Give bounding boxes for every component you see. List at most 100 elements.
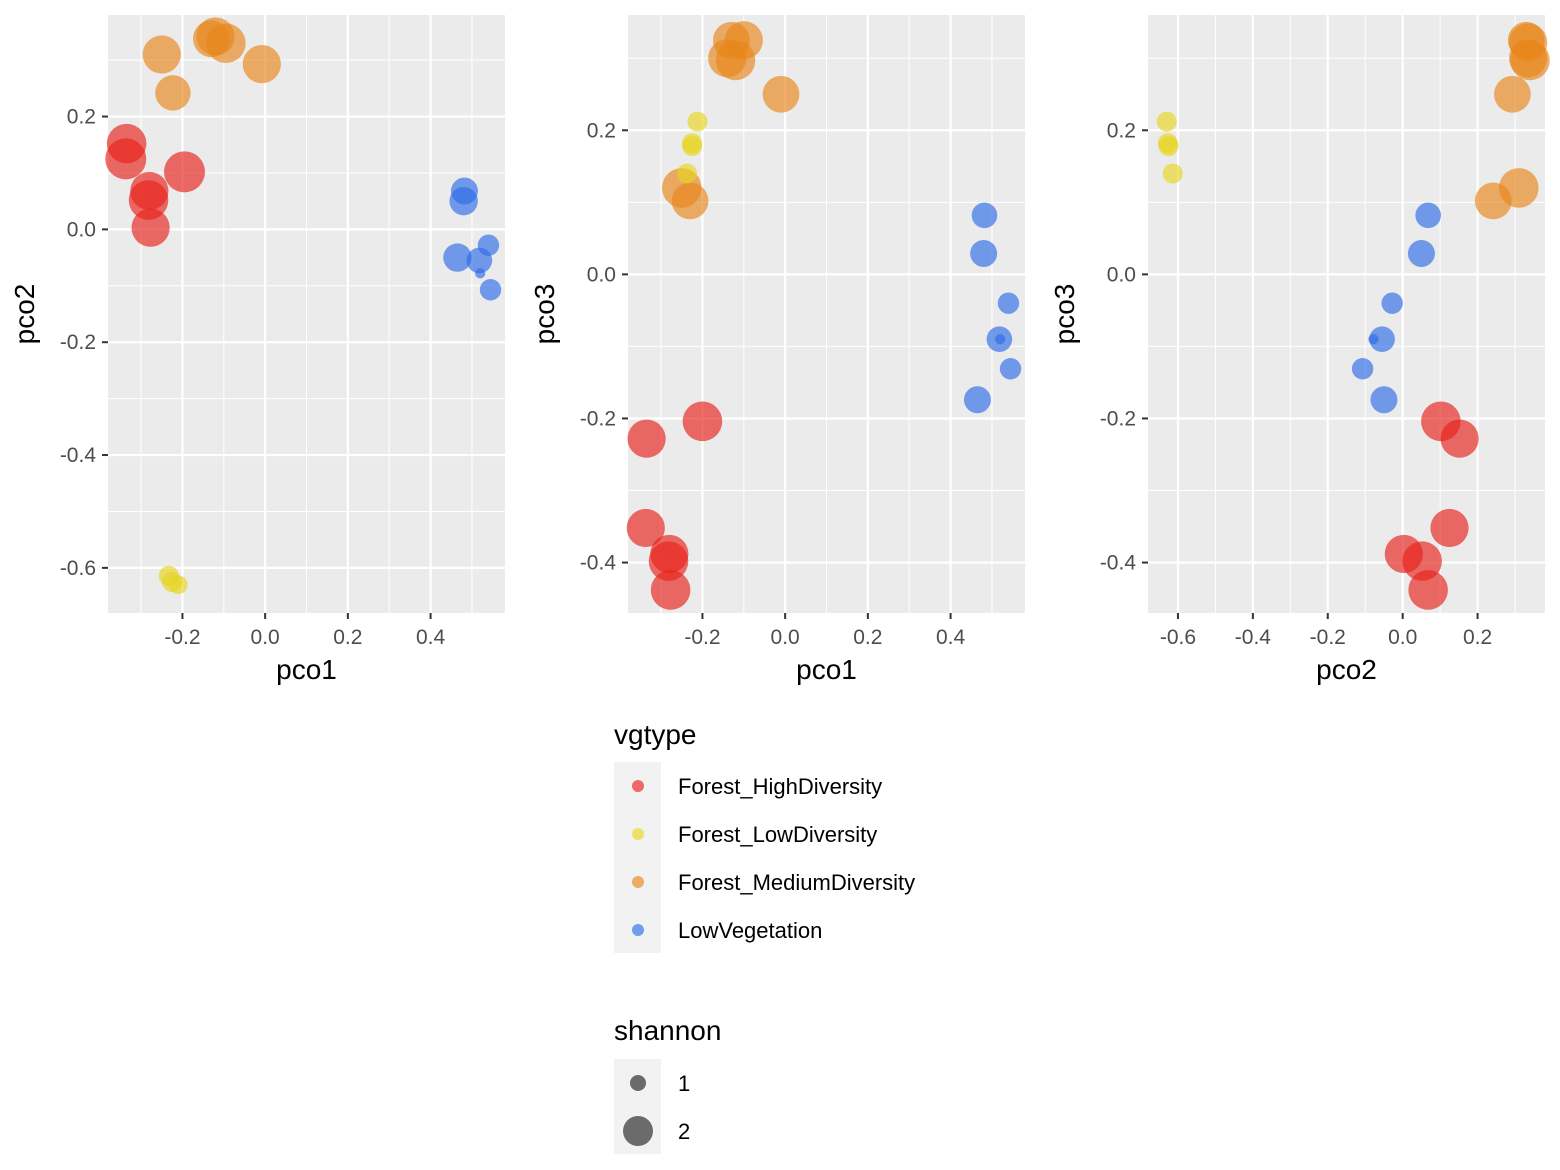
panel-background <box>1148 15 1545 613</box>
point-forest-highdiversity <box>627 419 666 458</box>
point-forest-mediumdiversity <box>712 21 750 59</box>
legend-label-forest-mediumdiversity: Forest_MediumDiversity <box>678 870 915 895</box>
y-tick-label: -0.4 <box>1100 552 1137 575</box>
point-forest-highdiversity <box>682 401 723 442</box>
y-tick-label: 0.2 <box>587 119 616 142</box>
x-tick-label: 0.4 <box>936 626 966 649</box>
point-forest-lowdiversity <box>677 163 698 184</box>
point-lowvegetation <box>443 243 472 272</box>
point-lowvegetation <box>963 386 991 414</box>
point-forest-mediumdiversity <box>142 35 181 74</box>
point-lowvegetation <box>477 234 500 256</box>
y-axis-title: pco3 <box>529 284 560 345</box>
y-tick-label: 0.0 <box>67 218 96 241</box>
scatter-panel-2: -0.2 0.0 0.2 0.4 -0.4 -0.2 0.0 0.2 pco1 pco3 <box>529 15 1025 685</box>
legend-shannon: shannon 1 2 <box>614 1015 721 1154</box>
point-forest-highdiversity <box>130 171 169 211</box>
x-tick-label: -0.4 <box>1235 626 1272 649</box>
x-tick-label: 0.0 <box>1388 626 1417 649</box>
point-lowvegetation <box>995 334 1006 345</box>
legend-vgtype: vgtype Forest_HighDiversity Forest_LowDiv… <box>614 719 915 953</box>
point-lowvegetation <box>1351 358 1374 380</box>
x-tick-label: -0.2 <box>164 626 200 649</box>
legend-key-forest-highdiversity <box>632 780 644 792</box>
legend-size-key-2 <box>623 1116 653 1146</box>
point-forest-mediumdiversity <box>1474 182 1512 220</box>
point-forest-lowdiversity <box>1162 163 1183 184</box>
y-tick-label: -0.4 <box>60 444 97 467</box>
legend-size-label-2: 2 <box>678 1119 690 1144</box>
point-forest-mediumdiversity <box>192 20 230 58</box>
point-lowvegetation <box>971 202 998 229</box>
x-tick-label: -0.2 <box>1310 626 1346 649</box>
y-axis-title: pco3 <box>1049 284 1080 345</box>
point-lowvegetation <box>475 268 486 279</box>
point-forest-highdiversity <box>1408 570 1448 610</box>
point-forest-lowdiversity <box>1156 111 1177 132</box>
point-forest-highdiversity <box>106 123 147 164</box>
point-forest-mediumdiversity <box>1494 75 1531 113</box>
y-tick-label: 0.0 <box>587 263 616 286</box>
x-tick-label: -0.6 <box>1160 626 1196 649</box>
point-forest-lowdiversity <box>169 575 188 595</box>
y-tick-label: 0.0 <box>1107 263 1136 286</box>
x-tick-label: 0.0 <box>771 626 800 649</box>
point-forest-highdiversity <box>650 534 689 574</box>
legend-key-forest-mediumdiversity <box>632 876 644 888</box>
point-lowvegetation <box>1407 239 1435 267</box>
x-axis-title: pco1 <box>276 654 337 685</box>
legend-label-forest-lowdiversity: Forest_LowDiversity <box>678 822 877 847</box>
point-forest-lowdiversity <box>687 111 708 132</box>
point-lowvegetation <box>997 292 1020 314</box>
point-lowvegetation <box>999 358 1022 380</box>
legend-size-label-1: 1 <box>678 1071 690 1096</box>
legend-shannon-title: shannon <box>614 1015 721 1046</box>
x-tick-label: -0.2 <box>684 626 720 649</box>
point-forest-highdiversity <box>1430 508 1469 548</box>
point-lowvegetation <box>1381 292 1403 314</box>
x-tick-label: 0.2 <box>333 626 362 649</box>
y-axis-title: pco2 <box>9 284 40 345</box>
point-lowvegetation <box>450 177 478 205</box>
y-tick-label: -0.4 <box>580 552 617 575</box>
scatter-panel-3: -0.6 -0.4 -0.2 0.0 0.2 -0.4 -0.2 0.0 0.2 pco2 pco3 <box>1049 15 1550 685</box>
legend-key-lowvegetation <box>632 924 644 936</box>
point-lowvegetation <box>1369 326 1395 353</box>
point-forest-highdiversity <box>131 208 170 247</box>
y-tick-label: -0.2 <box>60 331 96 354</box>
x-axis-title: pco1 <box>796 654 857 685</box>
point-forest-lowdiversity <box>682 136 703 157</box>
legend-label-lowvegetation: LowVegetation <box>678 918 822 943</box>
point-forest-mediumdiversity <box>1507 21 1545 59</box>
point-lowvegetation <box>1415 202 1441 229</box>
point-forest-mediumdiversity <box>762 75 800 113</box>
legend-key-forest-lowdiversity <box>632 828 644 840</box>
point-forest-mediumdiversity <box>155 75 191 111</box>
point-forest-mediumdiversity <box>242 44 281 84</box>
y-tick-label: -0.2 <box>1100 407 1136 430</box>
point-forest-lowdiversity <box>1158 136 1179 157</box>
point-lowvegetation <box>1370 386 1398 414</box>
x-tick-label: 0.2 <box>1463 626 1492 649</box>
legend-vgtype-title: vgtype <box>614 719 697 750</box>
point-forest-highdiversity <box>164 151 206 193</box>
point-forest-highdiversity <box>1440 419 1479 458</box>
x-axis-title: pco2 <box>1316 654 1377 685</box>
point-forest-highdiversity <box>650 570 691 610</box>
point-lowvegetation <box>1368 334 1379 345</box>
y-tick-label: 0.2 <box>1107 119 1136 142</box>
point-lowvegetation <box>479 279 502 301</box>
legend-vgtype-key-background <box>614 762 661 953</box>
x-tick-label: 0.2 <box>853 626 882 649</box>
point-lowvegetation <box>970 239 998 267</box>
y-tick-label: 0.2 <box>67 106 96 129</box>
x-tick-label: 0.0 <box>251 626 280 649</box>
y-tick-label: -0.6 <box>60 557 96 580</box>
scatter-panel-1: -0.2 0.0 0.2 0.4 -0.6 -0.4 -0.2 0.0 0.2 pco1 pco2 <box>9 15 505 685</box>
x-tick-label: 0.4 <box>416 626 446 649</box>
point-forest-mediumdiversity <box>671 182 709 220</box>
legend-size-key-1 <box>630 1075 646 1091</box>
point-forest-highdiversity <box>1384 534 1423 574</box>
point-forest-highdiversity <box>626 508 665 548</box>
